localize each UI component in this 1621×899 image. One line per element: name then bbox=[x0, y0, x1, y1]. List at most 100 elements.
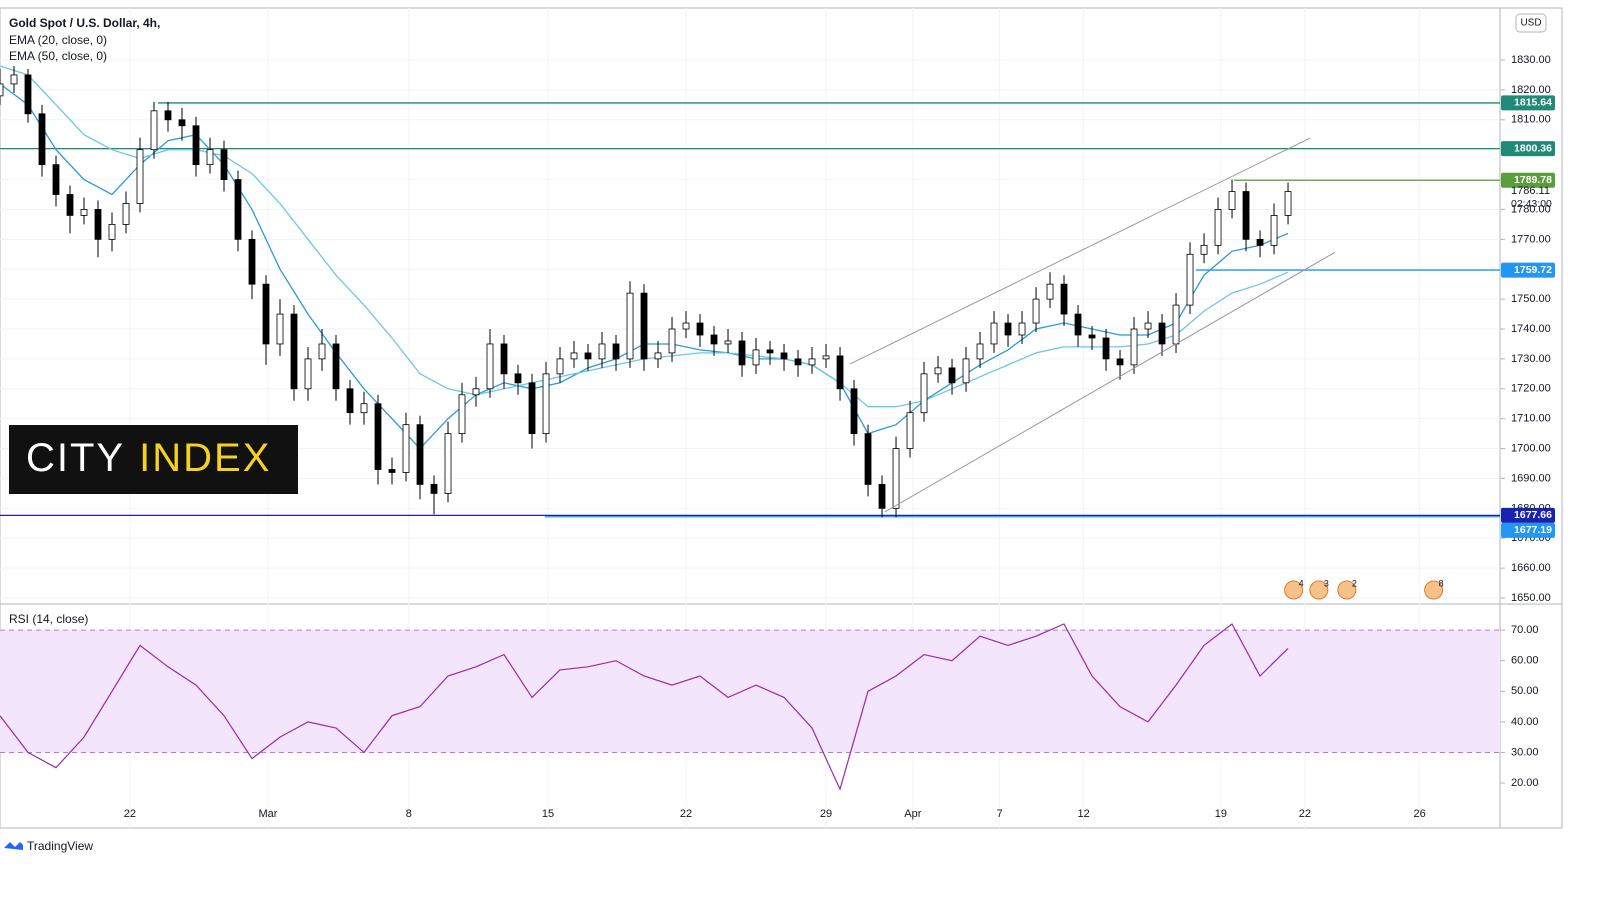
candle-body bbox=[1214, 209, 1222, 246]
axes: 22 Mar 8 15 22 29 Apr 7 12 19 22 26 1650.00 1660.00 16… bbox=[124, 54, 1555, 820]
candle-body bbox=[1284, 191, 1292, 216]
candle-body bbox=[668, 328, 676, 354]
y-tick-label: 1730.00 bbox=[1511, 353, 1551, 365]
event-icon bbox=[1424, 580, 1444, 600]
legend-entry: EMA (50, close, 0) bbox=[9, 49, 107, 63]
candle-body bbox=[416, 424, 424, 485]
event-icon bbox=[1309, 580, 1329, 600]
logo bbox=[4, 842, 23, 850]
y-tick-label: 70.00 bbox=[1511, 624, 1539, 636]
candle-body bbox=[0, 83, 4, 97]
candle-body bbox=[234, 179, 242, 240]
candle-body bbox=[836, 355, 844, 390]
candle-body bbox=[696, 322, 704, 336]
candle-body bbox=[1200, 244, 1208, 255]
event-icon bbox=[1284, 580, 1304, 600]
candle-body bbox=[276, 313, 284, 345]
currency-box[interactable] bbox=[1515, 13, 1547, 33]
rsi-pane bbox=[0, 623, 1500, 791]
candle-body bbox=[458, 394, 466, 435]
candle-body bbox=[794, 358, 802, 366]
rsi-line bbox=[0, 623, 1289, 791]
candle-body bbox=[500, 343, 508, 375]
y-tick-label: 20.00 bbox=[1511, 777, 1539, 789]
candle-body bbox=[94, 209, 102, 240]
price-pane: 4 3 2 8 bbox=[0, 65, 1500, 600]
candle-body bbox=[10, 74, 18, 85]
candle-body bbox=[808, 358, 816, 366]
trendline bbox=[884, 251, 1336, 513]
watermark-box bbox=[9, 425, 298, 494]
currency[interactable]: USD bbox=[1520, 18, 1541, 29]
trendline bbox=[849, 137, 1311, 365]
candle-body bbox=[962, 358, 970, 384]
event-label: 2 bbox=[1352, 578, 1357, 588]
y-tick-label: 1690.00 bbox=[1511, 472, 1551, 484]
candle-body bbox=[66, 194, 74, 216]
y-tick-label: 1700.00 bbox=[1511, 442, 1551, 454]
level-tag bbox=[1501, 172, 1555, 188]
x-tick-label: 22 bbox=[680, 808, 692, 820]
candle-body bbox=[178, 119, 186, 127]
level-tag-label: 1800.36 bbox=[1514, 142, 1552, 154]
candle-body bbox=[52, 164, 60, 195]
candle-body bbox=[1004, 322, 1012, 336]
candle-body bbox=[1116, 358, 1124, 366]
level-tag bbox=[1501, 95, 1555, 111]
candle-body bbox=[374, 403, 382, 470]
candle-body bbox=[486, 343, 494, 390]
candle-body bbox=[850, 388, 858, 435]
candle-body bbox=[766, 349, 774, 354]
footer: TradingView bbox=[27, 839, 93, 853]
candle-body bbox=[1228, 191, 1236, 210]
candle-body bbox=[472, 388, 480, 396]
candle-body bbox=[360, 403, 368, 414]
candle-body bbox=[136, 149, 144, 204]
x-tick-label: 15 bbox=[542, 808, 554, 820]
candle-body bbox=[1074, 313, 1082, 336]
candle-body bbox=[290, 313, 298, 390]
y-tick-label: 1820.00 bbox=[1511, 84, 1551, 96]
y-tick-label: 1780.00 bbox=[1511, 203, 1551, 215]
candle-body bbox=[318, 343, 326, 360]
candle-body bbox=[1242, 191, 1250, 240]
y-tick-label: 1650.00 bbox=[1511, 592, 1551, 604]
candle-body bbox=[150, 110, 158, 151]
x-tick-label: 7 bbox=[997, 808, 1003, 820]
candle-body bbox=[570, 352, 578, 360]
y-tick-label: 40.00 bbox=[1511, 716, 1539, 728]
candle-body bbox=[906, 412, 914, 449]
candle-body bbox=[1256, 238, 1264, 246]
watermark: CITY INDEX bbox=[26, 436, 271, 480]
candle-body bbox=[556, 358, 564, 375]
rsi-label: RSI (14, close) bbox=[9, 612, 88, 626]
candle-body bbox=[332, 343, 340, 390]
x-tick-label: 22 bbox=[1299, 808, 1311, 820]
candle-body bbox=[612, 343, 620, 360]
candle-body bbox=[584, 352, 592, 360]
candle-body bbox=[248, 238, 256, 285]
candle-body bbox=[1130, 328, 1138, 366]
y-tick-label: 1740.00 bbox=[1511, 323, 1551, 335]
candle-body bbox=[934, 367, 942, 375]
candle-body bbox=[1018, 322, 1026, 336]
candle-body bbox=[780, 352, 788, 360]
chart-title: Gold Spot / U.S. Dollar, 4h, bbox=[9, 16, 160, 30]
candle-body bbox=[38, 113, 46, 166]
candle-body bbox=[346, 388, 354, 414]
watermark-word: INDEX bbox=[139, 436, 271, 480]
candle-body bbox=[1158, 322, 1166, 345]
candle-body bbox=[1270, 215, 1278, 246]
x-tick-label: Mar bbox=[258, 808, 277, 820]
candle-body bbox=[262, 283, 270, 345]
x-tick-label: 26 bbox=[1414, 808, 1426, 820]
candle-body bbox=[1060, 283, 1068, 315]
event-label: 3 bbox=[1324, 578, 1329, 588]
candle-body bbox=[654, 352, 662, 360]
y-tick-label: 1770.00 bbox=[1511, 233, 1551, 245]
event-icon bbox=[1337, 580, 1357, 600]
candle-body bbox=[598, 343, 606, 360]
level-tag-label: 1815.64 bbox=[1514, 97, 1552, 109]
watermark-word: CITY bbox=[26, 436, 125, 480]
